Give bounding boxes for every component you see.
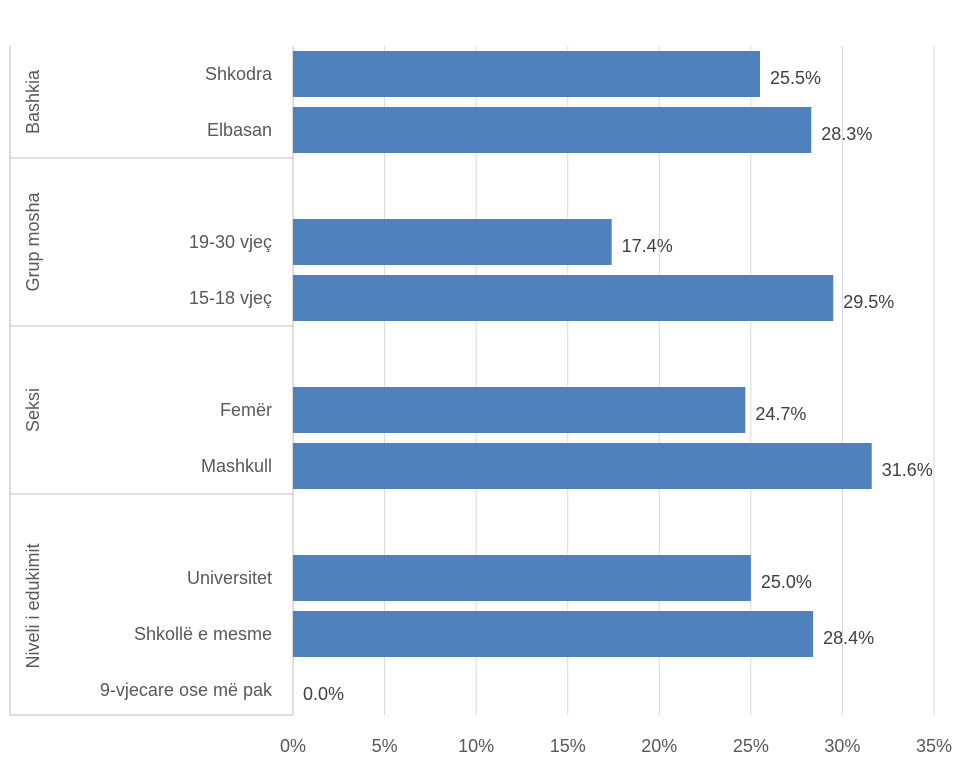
- bar: [293, 611, 814, 657]
- bar: [293, 51, 761, 97]
- bar: [293, 107, 812, 153]
- category-label: 15-18 vjeç: [189, 288, 272, 308]
- bar: [293, 275, 834, 321]
- data-label: 17.4%: [622, 236, 673, 256]
- bars: [293, 51, 872, 657]
- x-tick-label: 35%: [916, 736, 952, 756]
- category-label: Femër: [220, 400, 272, 420]
- x-tick-label: 30%: [824, 736, 860, 756]
- category-label: Elbasan: [207, 120, 272, 140]
- data-label: 31.6%: [882, 460, 933, 480]
- data-label: 28.4%: [823, 628, 874, 648]
- bar: [293, 219, 612, 265]
- category-label: Mashkull: [201, 456, 272, 476]
- data-label: 25.5%: [770, 68, 821, 88]
- group-label: Niveli i edukimit: [23, 543, 43, 668]
- x-tick-label: 25%: [733, 736, 769, 756]
- bar: [293, 387, 746, 433]
- data-label: 28.3%: [821, 124, 872, 144]
- category-label: 19-30 vjeç: [189, 232, 272, 252]
- labels: 0% 5% 10% 15% 20% 25% 30% 35% Bashkia Shkodra 25.5…: [23, 64, 952, 756]
- bar: [293, 555, 751, 601]
- category-axis-frame: [9, 46, 294, 716]
- category-label: Shkodra: [205, 64, 273, 84]
- x-tick-label: 0%: [280, 736, 306, 756]
- x-tick-label: 15%: [550, 736, 586, 756]
- x-tick-label: 20%: [641, 736, 677, 756]
- data-label: 0.0%: [303, 684, 344, 704]
- group-label: Bashkia: [23, 69, 43, 134]
- data-label: 29.5%: [843, 292, 894, 312]
- group-label: Grup mosha: [23, 191, 43, 291]
- category-label: Shkollë e mesme: [134, 624, 272, 644]
- x-tick-label: 10%: [458, 736, 494, 756]
- x-tick-label: 5%: [372, 736, 398, 756]
- category-label: 9-vjecare ose më pak: [100, 680, 273, 700]
- group-label: Seksi: [23, 388, 43, 432]
- category-label: Universitet: [187, 568, 272, 588]
- data-label: 24.7%: [755, 404, 806, 424]
- bar: [293, 443, 872, 489]
- grid-lines: [384, 46, 935, 715]
- data-label: 25.0%: [761, 572, 812, 592]
